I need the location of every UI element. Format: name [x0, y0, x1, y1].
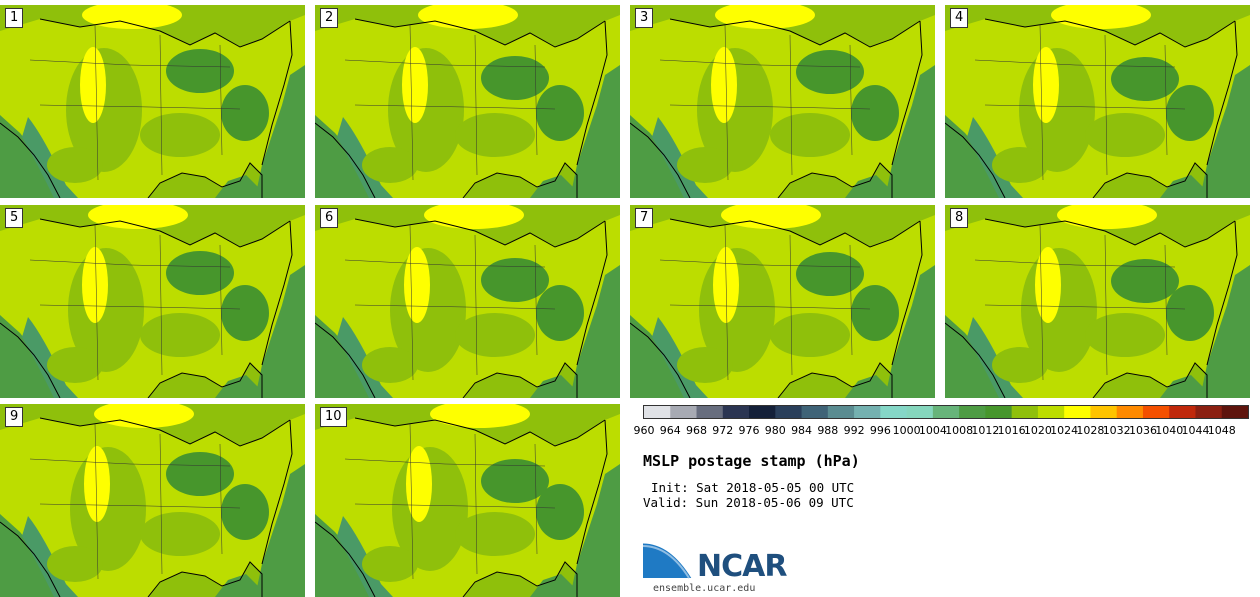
member-panel: 2 [315, 5, 620, 198]
mslp-map [0, 5, 305, 198]
site-url: ensemble.ucar.edu [653, 583, 756, 594]
member-panel: 8 [945, 205, 1250, 398]
colorbar-tick-label: 1032 [1102, 424, 1131, 437]
colorbar-tick-label: 1012 [971, 424, 1000, 437]
colorbar-tick-label: 976 [738, 424, 760, 437]
colorbar-swatch [801, 406, 829, 418]
colorbar-swatch [985, 406, 1013, 418]
member-label: 10 [320, 407, 347, 427]
member-panel: 5 [0, 205, 305, 398]
member-label: 1 [5, 8, 24, 28]
colorbar-tick-label: 980 [764, 424, 786, 437]
member-label: 4 [950, 8, 969, 28]
colorbar-swatch [670, 406, 698, 418]
colorbar-swatch [854, 406, 881, 418]
member-label: 7 [635, 208, 654, 228]
mslp-map [630, 5, 935, 198]
mslp-map [0, 404, 305, 597]
colorbar-swatch [959, 406, 986, 418]
colorbar-tick-label: 1044 [1181, 424, 1210, 437]
colorbar-tick-label: 1048 [1207, 424, 1236, 437]
valid-time: Valid: Sun 2018-05-06 09 UTC [643, 495, 854, 510]
mslp-map [945, 205, 1250, 398]
member-panel: 1 [0, 5, 305, 198]
colorbar-tick-label: 1028 [1076, 424, 1105, 437]
member-panel: 7 [630, 205, 935, 398]
colorbar-swatch [1142, 406, 1170, 418]
colorbar-swatch [1090, 406, 1118, 418]
ncar-logo-text: NCAR [697, 549, 787, 584]
member-label: 8 [950, 208, 969, 228]
member-panel: 6 [315, 205, 620, 398]
colorbar-tick-label: 1004 [918, 424, 947, 437]
colorbar-tick-label: 1016 [997, 424, 1026, 437]
colorbar-tick-label: 964 [659, 424, 681, 437]
colorbar-swatch [880, 406, 908, 418]
ncar-logo-icon [643, 540, 695, 579]
colorbar-tick-label: 960 [633, 424, 655, 437]
colorbar-swatch [1195, 406, 1223, 418]
member-label: 6 [320, 208, 339, 228]
colorbar-tick-labels: 960 964 968 972 976 980 984 988 992 996 1000 1004 10… [634, 424, 1260, 440]
mslp-map [315, 5, 620, 198]
member-label: 3 [635, 8, 654, 28]
colorbar-tick-label: 1008 [945, 424, 974, 437]
member-label: 9 [5, 407, 24, 427]
member-panel: 4 [945, 5, 1250, 198]
colorbar [643, 405, 1249, 419]
colorbar-swatch [775, 406, 803, 418]
colorbar-tick-label: 1020 [1023, 424, 1052, 437]
colorbar-tick-label: 1036 [1128, 424, 1157, 437]
colorbar-tick-label: 992 [843, 424, 865, 437]
colorbar-swatch [1037, 406, 1065, 418]
colorbar-tick-label: 1040 [1155, 424, 1184, 437]
colorbar-swatch [1011, 406, 1039, 418]
colorbar-swatch [827, 406, 855, 418]
mslp-map [315, 205, 620, 398]
mslp-map [0, 205, 305, 398]
colorbar-swatch [722, 406, 750, 418]
member-label: 5 [5, 208, 24, 228]
colorbar-tick-label: 1024 [1050, 424, 1079, 437]
colorbar-swatch [932, 406, 960, 418]
colorbar-swatch [1221, 406, 1249, 418]
colorbar-tick-label: 972 [712, 424, 734, 437]
colorbar-swatch [1169, 406, 1196, 418]
colorbar-tick-label: 988 [817, 424, 839, 437]
colorbar-swatch [644, 406, 671, 418]
chart-title: MSLP postage stamp (hPa) [643, 452, 860, 470]
colorbar-swatch [1116, 406, 1144, 418]
init-time: Init: Sat 2018-05-05 00 UTC [651, 480, 855, 495]
member-panel: 9 [0, 404, 305, 597]
member-panel: 10 [315, 404, 620, 597]
mslp-map [315, 404, 620, 597]
member-panel: 3 [630, 5, 935, 198]
colorbar-tick-label: 1000 [892, 424, 921, 437]
colorbar-swatch [749, 406, 776, 418]
colorbar-tick-label: 968 [686, 424, 708, 437]
colorbar-swatch [906, 406, 934, 418]
colorbar-tick-label: 984 [791, 424, 813, 437]
colorbar-swatch [696, 406, 724, 418]
mslp-map [630, 205, 935, 398]
colorbar-swatch [1064, 406, 1091, 418]
member-label: 2 [320, 8, 339, 28]
mslp-map [945, 5, 1250, 198]
colorbar-tick-label: 996 [869, 424, 891, 437]
